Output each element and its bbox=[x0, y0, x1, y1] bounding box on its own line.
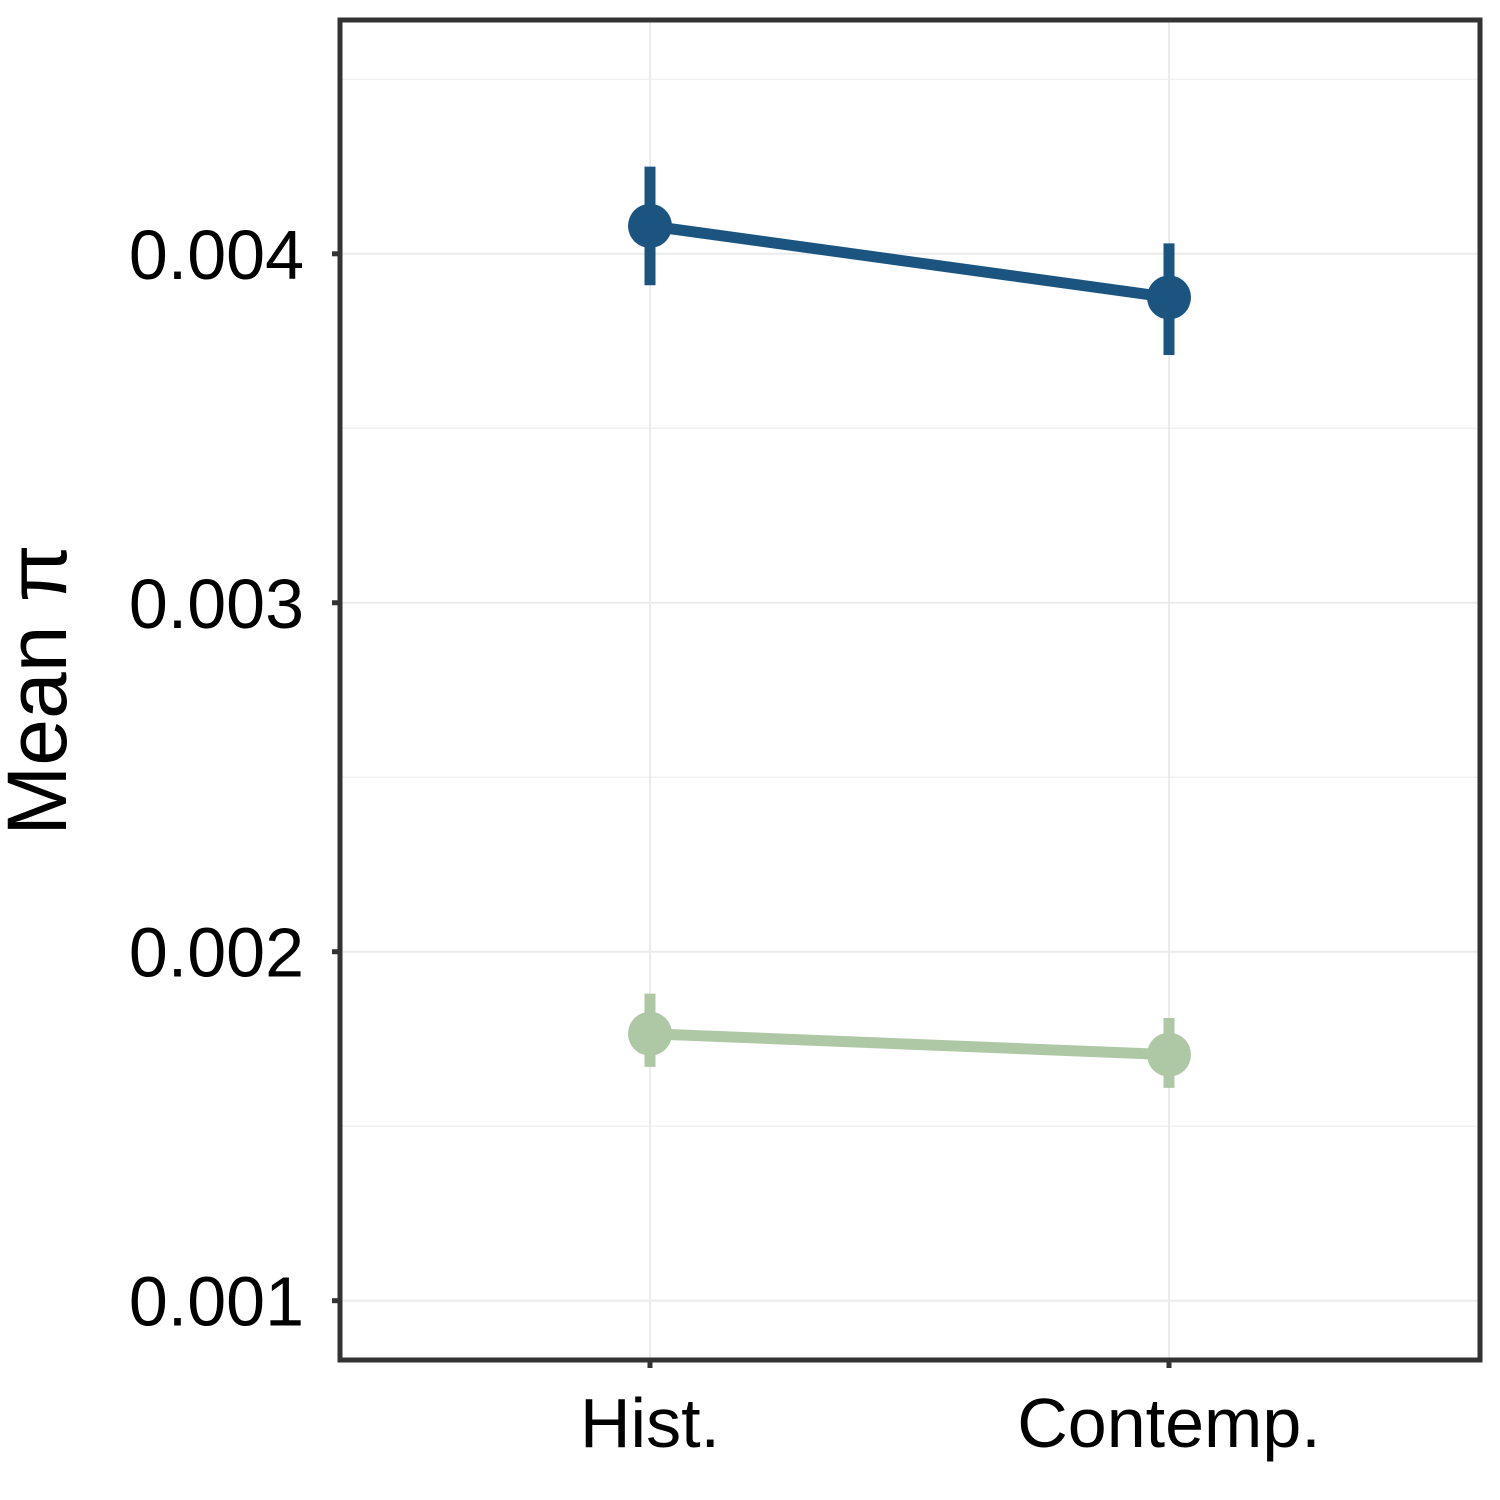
x-axis: Hist. Contemp. bbox=[580, 1360, 1321, 1462]
plot-panel-border bbox=[337, 17, 1483, 1363]
major-gridlines bbox=[340, 20, 1480, 1360]
y-axis: 0.001 0.002 0.003 0.004 bbox=[129, 216, 340, 1341]
minor-gridlines bbox=[340, 78, 1480, 1127]
x-tick-label: Hist. bbox=[580, 1384, 720, 1462]
x-tick-label: Contemp. bbox=[1017, 1384, 1320, 1462]
data-point bbox=[628, 203, 672, 248]
series-layer bbox=[628, 166, 1191, 1088]
y-tick-label: 0.001 bbox=[129, 1263, 304, 1341]
data-point bbox=[1147, 1032, 1191, 1077]
data-point bbox=[1147, 275, 1191, 320]
series-1 bbox=[628, 166, 1191, 355]
data-point bbox=[628, 1011, 672, 1056]
y-tick-label: 0.002 bbox=[129, 914, 304, 992]
y-tick-label: 0.004 bbox=[129, 216, 304, 294]
series-line bbox=[649, 1028, 1170, 1061]
series-2 bbox=[628, 993, 1191, 1088]
y-axis-title: Mean π bbox=[0, 544, 84, 835]
series-line bbox=[649, 220, 1170, 303]
y-tick-label: 0.003 bbox=[129, 565, 304, 643]
